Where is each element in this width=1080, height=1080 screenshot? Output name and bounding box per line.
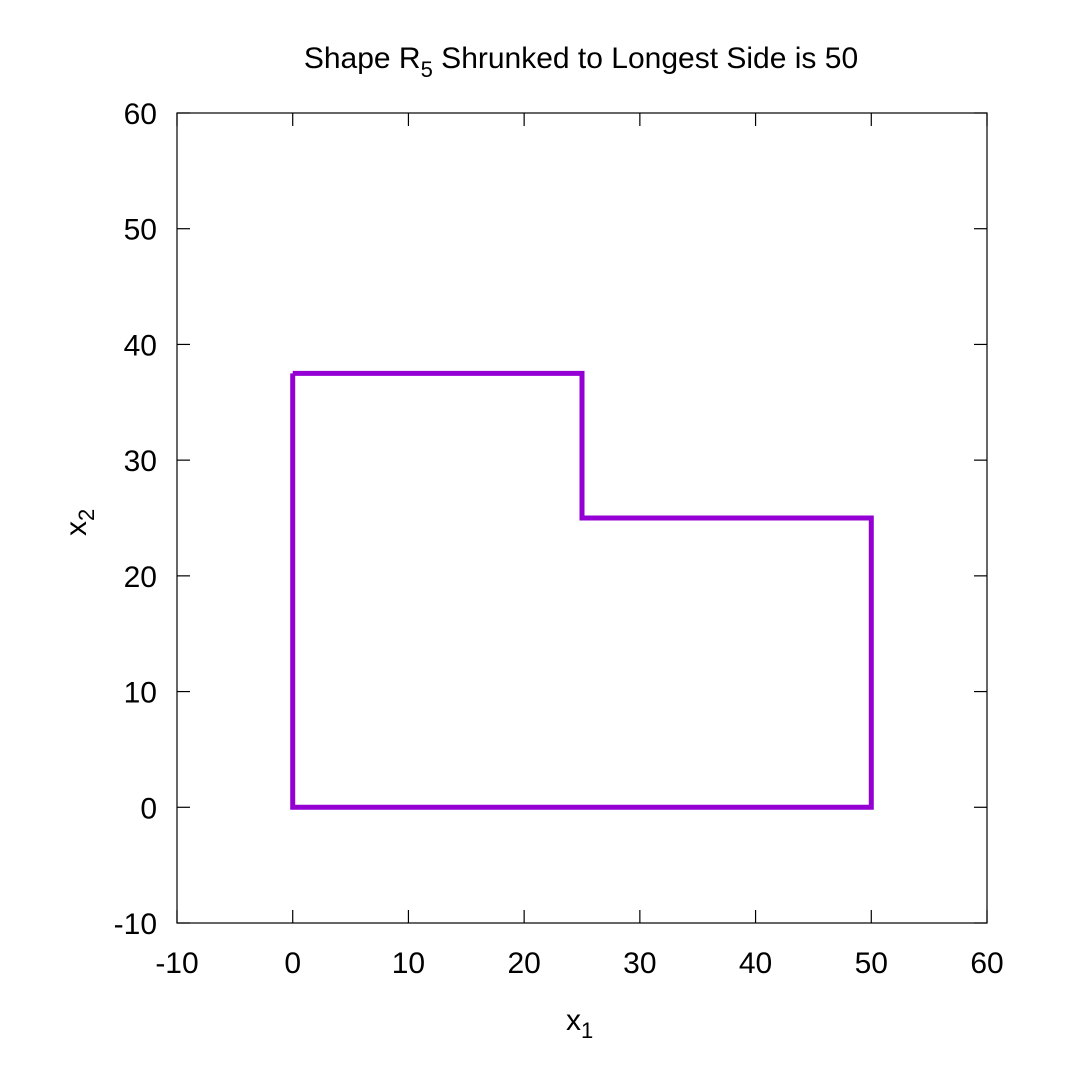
y-axis-label-subscript: 2 — [74, 509, 99, 521]
y-tick-label: 50 — [124, 214, 157, 247]
x-tick-label: -10 — [155, 947, 198, 980]
y-tick-label: 60 — [124, 98, 157, 131]
y-tick-label: -10 — [114, 908, 157, 941]
x-tick-label: 60 — [970, 947, 1003, 980]
x-axis-label: x1 — [566, 1004, 593, 1043]
chart-title-prefix: Shape R — [304, 42, 421, 75]
chart-title-subscript: 5 — [421, 57, 433, 82]
axis-ticks: -10 0 10 20 30 40 50 60 -10 0 10 20 30 40 50 60 — [114, 98, 1004, 980]
y-tick-label: 0 — [140, 792, 157, 825]
plot-frame — [176, 112, 988, 924]
y-axis-label: x2 — [60, 509, 99, 536]
x-tick-label: 10 — [392, 947, 425, 980]
x-axis-label-base: x — [566, 1004, 581, 1037]
series-layer — [290, 370, 874, 810]
x-tick-label: 40 — [739, 947, 772, 980]
x-tick-label: 30 — [623, 947, 656, 980]
y-tick-label: 20 — [124, 561, 157, 594]
y-axis-label-base: x — [60, 521, 93, 536]
x-tick-label: 0 — [284, 947, 301, 980]
y-tick-label: 30 — [124, 445, 157, 478]
x-axis-label-subscript: 1 — [581, 1018, 593, 1043]
chart-title: Shape R5 Shrunked to Longest Side is 50 — [304, 42, 858, 82]
y-tick-label: 40 — [124, 329, 157, 362]
y-tick-label: 10 — [124, 677, 157, 710]
series-line — [290, 370, 874, 810]
x-tick-label: 20 — [507, 947, 540, 980]
x-tick-label: 50 — [855, 947, 888, 980]
chart-title-suffix: Shrunked to Longest Side is 50 — [433, 42, 858, 75]
